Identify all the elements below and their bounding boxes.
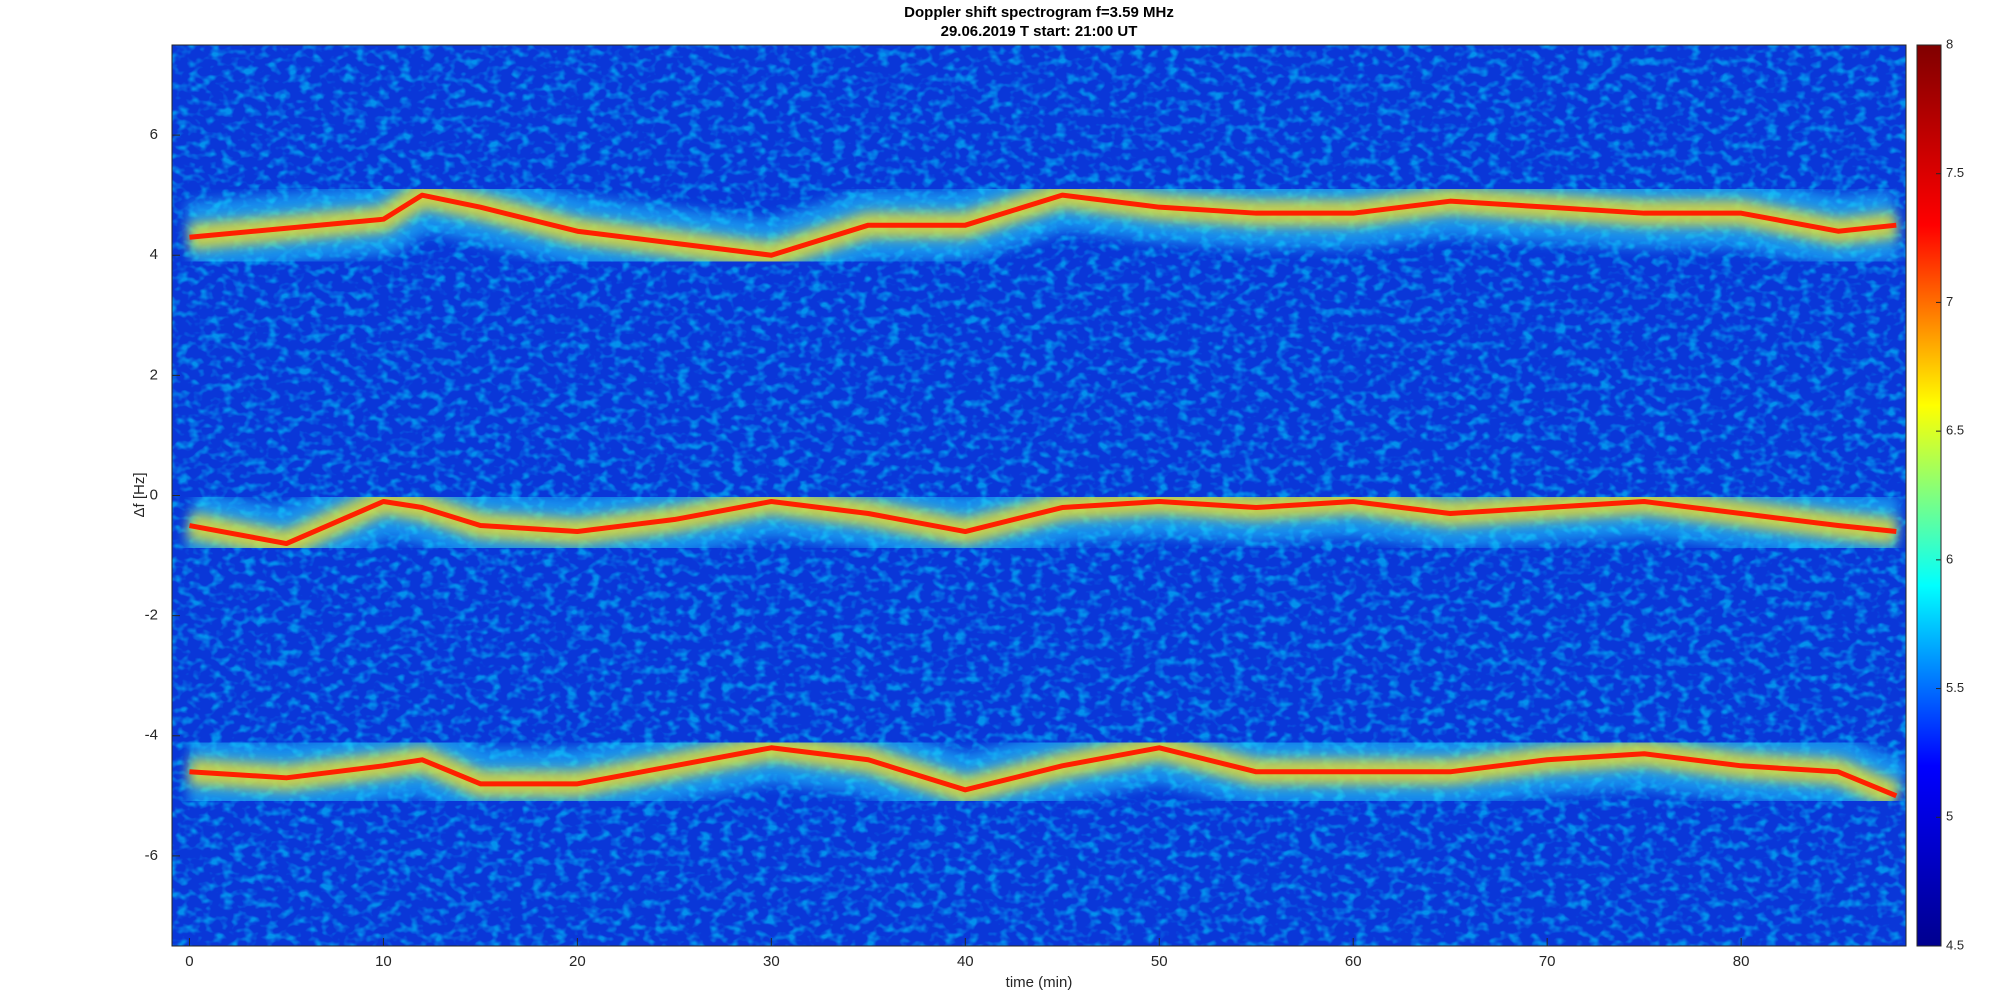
y-tick-label: 2 <box>150 366 158 383</box>
x-tick-label: 0 <box>185 953 193 970</box>
x-tick-label: 70 <box>1539 953 1556 970</box>
y-axis-label: Δf [Hz] <box>131 472 148 517</box>
colorbar-tick-label: 6.5 <box>1946 423 1964 438</box>
y-tick-label: 0 <box>150 486 158 503</box>
y-tick-label: 4 <box>150 246 158 263</box>
x-axis-label: time (min) <box>1006 974 1073 991</box>
band-trace <box>188 499 1897 547</box>
x-tick-label: 40 <box>957 953 974 970</box>
colorbar-tick-label: 7.5 <box>1946 165 1964 180</box>
y-tick-label: -4 <box>145 727 158 744</box>
x-tick-label: 10 <box>375 953 392 970</box>
x-tick-label: 60 <box>1345 953 1362 970</box>
colorbar <box>1916 44 1942 947</box>
x-tick-label: 50 <box>1151 953 1168 970</box>
x-tick-label: 20 <box>569 953 586 970</box>
colorbar-tick-label: 5.5 <box>1946 680 1964 695</box>
colorbar-tick-label: 8 <box>1946 36 1953 51</box>
colorbar-tick-label: 5 <box>1946 809 1953 824</box>
y-tick-label: -6 <box>145 847 158 864</box>
y-tick-label: 6 <box>150 126 158 143</box>
band-trace <box>189 192 1897 258</box>
colorbar-tick-label: 7 <box>1946 294 1953 309</box>
x-tick-label: 80 <box>1733 953 1750 970</box>
band-trace <box>189 745 1898 799</box>
colorbar-tick-label: 6 <box>1946 551 1953 566</box>
x-tick-label: 30 <box>763 953 780 970</box>
bands <box>183 160 1906 829</box>
colorbar-tick-label: 4.5 <box>1946 937 1964 952</box>
chart-title: Doppler shift spectrogram f=3.59 MHz <box>904 4 1174 21</box>
y-tick-label: -2 <box>145 607 158 624</box>
chart-subtitle: 29.06.2019 T start: 21:00 UT <box>941 23 1138 40</box>
